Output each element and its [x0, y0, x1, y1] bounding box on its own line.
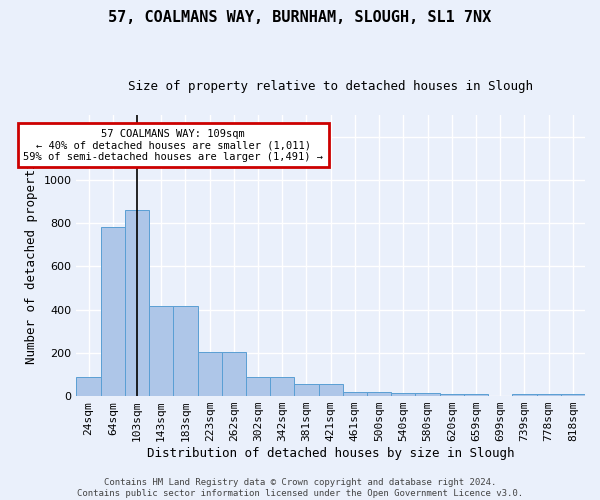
X-axis label: Distribution of detached houses by size in Slough: Distribution of detached houses by size …: [147, 447, 514, 460]
Bar: [512, 394, 536, 396]
Bar: [246, 376, 270, 396]
Bar: [536, 394, 561, 396]
Bar: [415, 393, 440, 396]
Bar: [464, 394, 488, 396]
Y-axis label: Number of detached properties: Number of detached properties: [25, 147, 38, 364]
Title: Size of property relative to detached houses in Slough: Size of property relative to detached ho…: [128, 80, 533, 93]
Bar: [173, 306, 197, 396]
Bar: [295, 384, 319, 396]
Bar: [440, 394, 464, 396]
Bar: [319, 384, 343, 396]
Bar: [222, 352, 246, 396]
Bar: [343, 392, 367, 396]
Bar: [391, 393, 415, 396]
Bar: [149, 306, 173, 396]
Bar: [197, 352, 222, 396]
Bar: [101, 228, 125, 396]
Bar: [561, 394, 585, 396]
Bar: [270, 376, 295, 396]
Bar: [367, 392, 391, 396]
Text: 57, COALMANS WAY, BURNHAM, SLOUGH, SL1 7NX: 57, COALMANS WAY, BURNHAM, SLOUGH, SL1 7…: [109, 10, 491, 25]
Text: 57 COALMANS WAY: 109sqm
← 40% of detached houses are smaller (1,011)
59% of semi: 57 COALMANS WAY: 109sqm ← 40% of detache…: [23, 128, 323, 162]
Bar: [125, 210, 149, 396]
Bar: [76, 376, 101, 396]
Text: Contains HM Land Registry data © Crown copyright and database right 2024.
Contai: Contains HM Land Registry data © Crown c…: [77, 478, 523, 498]
